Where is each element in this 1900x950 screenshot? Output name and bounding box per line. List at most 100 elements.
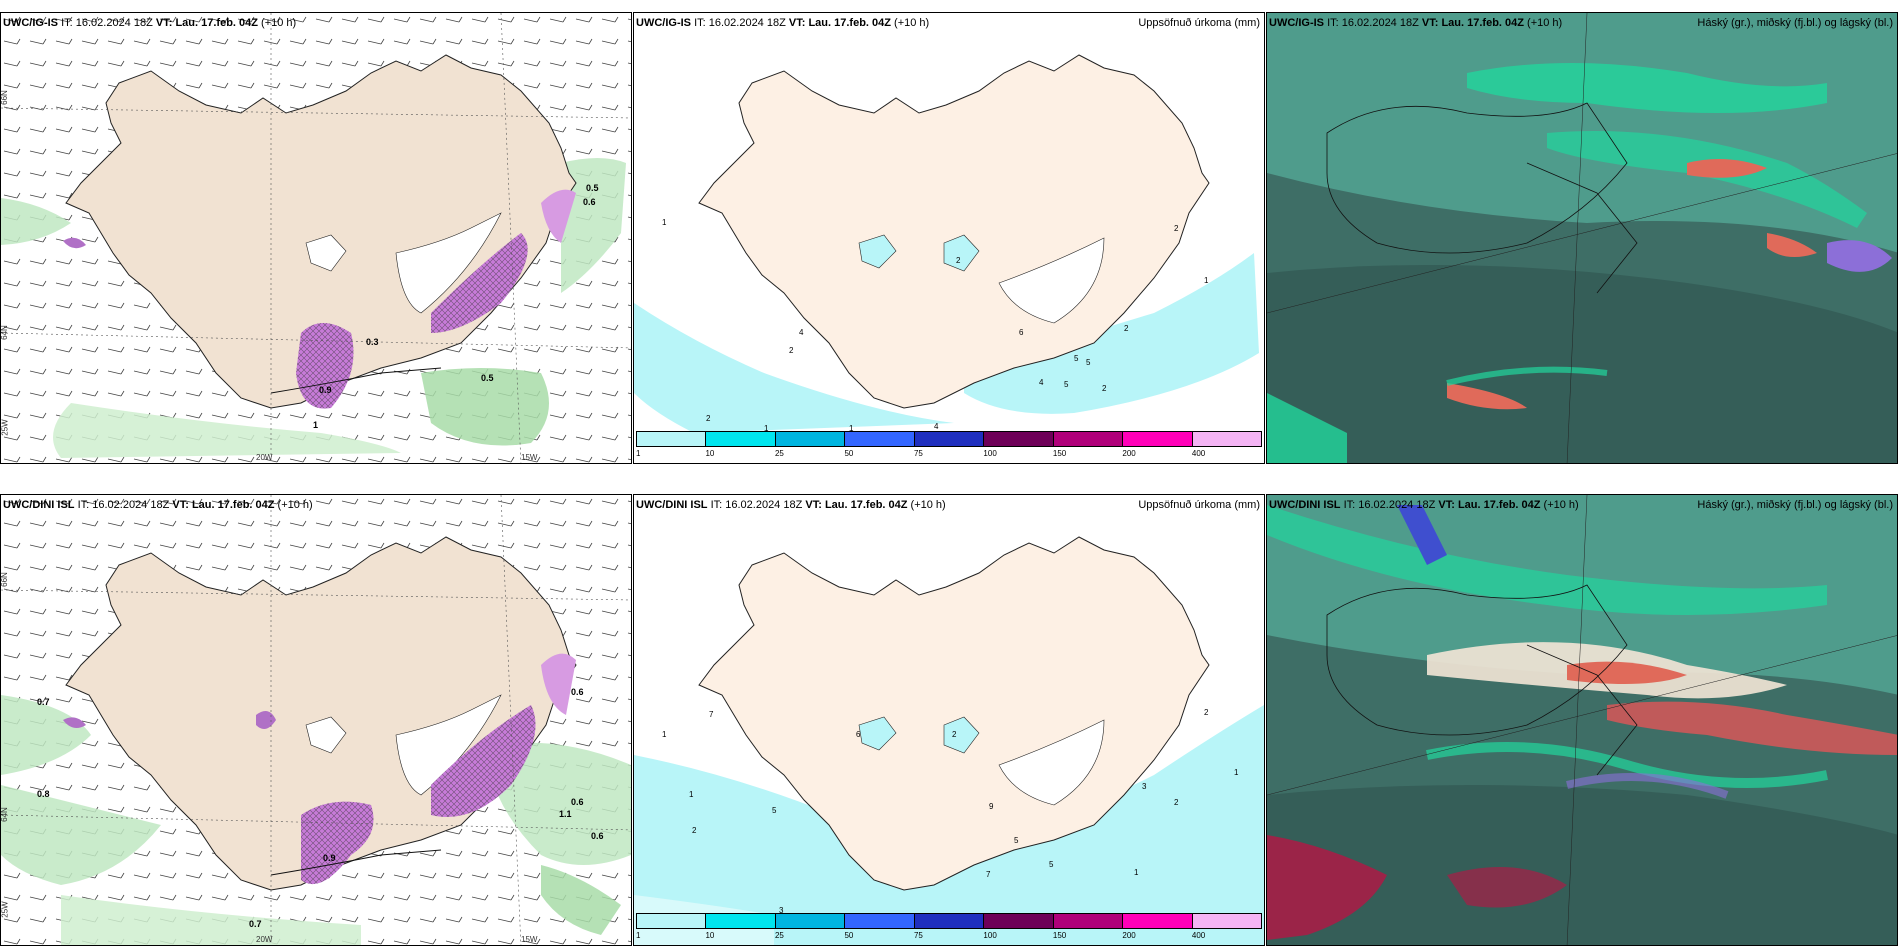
wind-value: 1 (313, 420, 318, 430)
wind-value: 0.5 (586, 183, 599, 193)
colorbar-swatch (1052, 913, 1124, 929)
colorbar-swatch (983, 431, 1054, 447)
wind-map: 0.5 0.6 0.5 0.3 0.9 1 (1, 13, 631, 463)
colorbar-tick: 100 (983, 931, 997, 940)
precip-value: 1 (764, 424, 769, 433)
lat-label-25w: 25W (0, 419, 10, 436)
lat-label-66n: 66N (0, 572, 9, 587)
lon-label-15w: 15W (521, 453, 538, 462)
precip-value: 5 (1074, 354, 1079, 363)
colorbar-tick: 1 (636, 449, 641, 458)
vt-label: VT: (1438, 499, 1455, 511)
snow-areas (63, 653, 576, 885)
lon-label-20w: 20W (256, 453, 273, 462)
vt-value: Lau. 17.feb. 04Z (824, 499, 908, 511)
colorbar-swatch (913, 431, 985, 447)
vt-value: Lau. 17.feb. 04Z (808, 17, 891, 29)
precip-value: 2 (1102, 384, 1107, 393)
map-panel-clouds-top: UWC/IG-IS IT: 16.02.2024 18Z VT: Lau. 17… (1266, 12, 1898, 464)
vt-value: Lau. 17.feb. 04Z (1457, 499, 1541, 511)
precip-value: 3 (779, 906, 784, 915)
vt-label: VT: (172, 499, 189, 511)
vt-value: Lau. 17.feb. 04Z (191, 499, 275, 511)
colorbar-tick: 10 (705, 931, 715, 940)
it-label: IT: (1327, 17, 1339, 29)
wind-value: 0.6 (571, 687, 584, 697)
colorbar-swatch (1191, 431, 1262, 447)
lead-time: (+10 h) (1543, 499, 1579, 511)
lon-label-20w: 20W (256, 935, 273, 944)
value-labels: 1 2 2 4 2 6 5 5 4 5 2 2 1 2 1 1 4 (662, 218, 1209, 433)
it-label: IT: (77, 499, 90, 511)
wind-value: 0.7 (37, 697, 50, 707)
panel-title: Uppsöfnuð úrkoma (mm) (1138, 499, 1260, 511)
value-labels: 0.7 0.8 0.6 0.6 1.1 0.9 0.6 0.7 (37, 687, 604, 929)
lat-label-64n: 64N (0, 325, 9, 340)
colorbar-swatch (844, 913, 915, 929)
colorbar-tick: 150 (1052, 931, 1067, 940)
iceland-land (698, 54, 1210, 409)
wind-value: 0.7 (249, 919, 262, 929)
colorbar-tick: 100 (983, 449, 997, 458)
precip-value: 5 (1086, 358, 1091, 367)
panel-title: Uppsöfnuð úrkoma (mm) (1138, 17, 1260, 29)
iceland-land (698, 536, 1210, 891)
lat-label-66n: 66N (0, 90, 9, 105)
precip-value: 1 (662, 218, 667, 227)
precip-value: 5 (1049, 860, 1054, 869)
cloud-map (1267, 495, 1897, 945)
panel-header: UWC/IG-IS IT: 16.02.2024 18Z VT: Lau. 17… (3, 17, 296, 29)
colorbar-tick: 200 (1122, 931, 1136, 940)
precip-value: 2 (706, 414, 711, 423)
model-name: UWC/IG-IS (1269, 17, 1324, 29)
wind-value: 0.8 (37, 789, 50, 799)
it-value: 16.02.2024 18Z (75, 17, 153, 29)
colorbar-tick: 150 (1052, 449, 1067, 458)
colorbar-swatch (705, 913, 776, 929)
lead-time: (+10 h) (910, 499, 946, 511)
colorbar-swatch (1191, 913, 1262, 929)
colorbar-swatch (705, 431, 776, 447)
precip-value: 5 (1014, 836, 1019, 845)
model-name: UWC/IG-IS (636, 17, 691, 29)
precip-value: 2 (952, 730, 957, 739)
it-value: 16.02.2024 18Z (725, 499, 803, 511)
precip-value: 1 (1204, 276, 1209, 285)
colorbar-tick: 400 (1191, 449, 1206, 458)
panel-header: UWC/IG-IS IT: 16.02.2024 18Z VT: Lau. 17… (636, 17, 929, 29)
colorbar-swatch (636, 431, 707, 447)
wind-map: 0.7 0.8 0.6 0.6 1.1 0.9 0.6 0.7 (1, 495, 631, 945)
vt-value: Lau. 17.feb. 04Z (175, 17, 258, 29)
green-precip-areas (1, 695, 631, 945)
model-name: UWC/DINI ISL (3, 499, 75, 511)
colorbar-tick: 1 (636, 931, 641, 940)
wind-value: 1.1 (559, 809, 572, 819)
green-precip-areas (1, 158, 626, 458)
wind-value: 0.6 (571, 797, 584, 807)
lead-time: (+10 h) (277, 499, 313, 511)
colorbar-swatch (774, 913, 846, 929)
it-value: 16.02.2024 18Z (708, 17, 786, 29)
panel-title: Háský (gr.), miðský (fj.bl.) og lágský (… (1697, 17, 1893, 29)
colorbar-tick: 75 (913, 931, 923, 940)
model-name: UWC/IG-IS (3, 17, 58, 29)
precip-value: 2 (1124, 324, 1129, 333)
colorbar-tick: 25 (774, 449, 784, 458)
wind-value: 0.3 (366, 337, 379, 347)
it-label: IT: (61, 17, 73, 29)
precip-map: 1 2 2 4 2 6 5 5 4 5 2 2 1 2 1 1 4 (634, 54, 1259, 433)
precip-value: 4 (934, 422, 939, 431)
map-panel-precip-top: UWC/IG-IS IT: 16.02.2024 18Z VT: Lau. 17… (633, 12, 1265, 464)
colorbar: 1 10 25 50 75 100 150 200 400 (636, 913, 1262, 943)
precip-map: 1 2 7 5 1 6 2 9 5 7 5 1 2 3 2 1 3 (634, 536, 1264, 945)
map-panel-precip-bottom: UWC/DINI ISL IT: 16.02.2024 18Z VT: Lau.… (633, 494, 1265, 946)
precip-value: 6 (1019, 328, 1024, 337)
precip-value: 1 (1234, 768, 1239, 777)
precip-value: 2 (956, 256, 961, 265)
model-name: UWC/DINI ISL (1269, 499, 1341, 511)
colorbar-tick: 50 (844, 931, 854, 940)
lon-label-15w: 15W (521, 935, 538, 944)
precip-value: 1 (849, 424, 854, 433)
colorbar-tick: 75 (913, 449, 923, 458)
wind-value: 0.9 (319, 385, 332, 395)
